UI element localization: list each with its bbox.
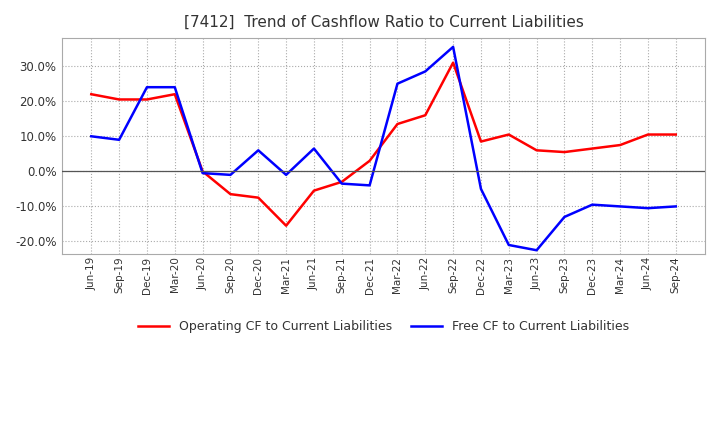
Free CF to Current Liabilities [560,214,569,220]
Operating CF to Current Liabilities [338,179,346,184]
Operating CF to Current Liabilities [310,188,318,193]
Free CF to Current Liabilities [114,137,123,143]
Free CF to Current Liabilities [282,172,290,177]
Free CF to Current Liabilities [449,44,457,50]
Free CF to Current Liabilities [338,181,346,186]
Free CF to Current Liabilities [254,148,263,153]
Free CF to Current Liabilities [644,205,652,211]
Free CF to Current Liabilities [477,186,485,191]
Operating CF to Current Liabilities [143,97,151,102]
Operating CF to Current Liabilities [114,97,123,102]
Operating CF to Current Liabilities [616,143,624,148]
Free CF to Current Liabilities [588,202,597,207]
Operating CF to Current Liabilities [560,150,569,155]
Operating CF to Current Liabilities [393,121,402,127]
Operating CF to Current Liabilities [449,60,457,65]
Free CF to Current Liabilities [672,204,680,209]
Operating CF to Current Liabilities [477,139,485,144]
Line: Operating CF to Current Liabilities: Operating CF to Current Liabilities [91,62,676,226]
Free CF to Current Liabilities [87,134,96,139]
Free CF to Current Liabilities [226,172,235,177]
Free CF to Current Liabilities [171,84,179,90]
Operating CF to Current Liabilities [532,148,541,153]
Operating CF to Current Liabilities [171,92,179,97]
Free CF to Current Liabilities [310,146,318,151]
Line: Free CF to Current Liabilities: Free CF to Current Liabilities [91,47,676,250]
Operating CF to Current Liabilities [226,191,235,197]
Title: [7412]  Trend of Cashflow Ratio to Current Liabilities: [7412] Trend of Cashflow Ratio to Curren… [184,15,583,30]
Free CF to Current Liabilities [421,69,430,74]
Operating CF to Current Liabilities [282,223,290,228]
Operating CF to Current Liabilities [198,169,207,174]
Legend: Operating CF to Current Liabilities, Free CF to Current Liabilities: Operating CF to Current Liabilities, Fre… [132,315,634,338]
Operating CF to Current Liabilities [365,158,374,164]
Free CF to Current Liabilities [365,183,374,188]
Free CF to Current Liabilities [143,84,151,90]
Free CF to Current Liabilities [198,170,207,176]
Operating CF to Current Liabilities [87,92,96,97]
Free CF to Current Liabilities [532,248,541,253]
Free CF to Current Liabilities [616,204,624,209]
Operating CF to Current Liabilities [588,146,597,151]
Operating CF to Current Liabilities [672,132,680,137]
Operating CF to Current Liabilities [254,195,263,200]
Free CF to Current Liabilities [505,242,513,248]
Operating CF to Current Liabilities [505,132,513,137]
Operating CF to Current Liabilities [644,132,652,137]
Free CF to Current Liabilities [393,81,402,86]
Operating CF to Current Liabilities [421,113,430,118]
